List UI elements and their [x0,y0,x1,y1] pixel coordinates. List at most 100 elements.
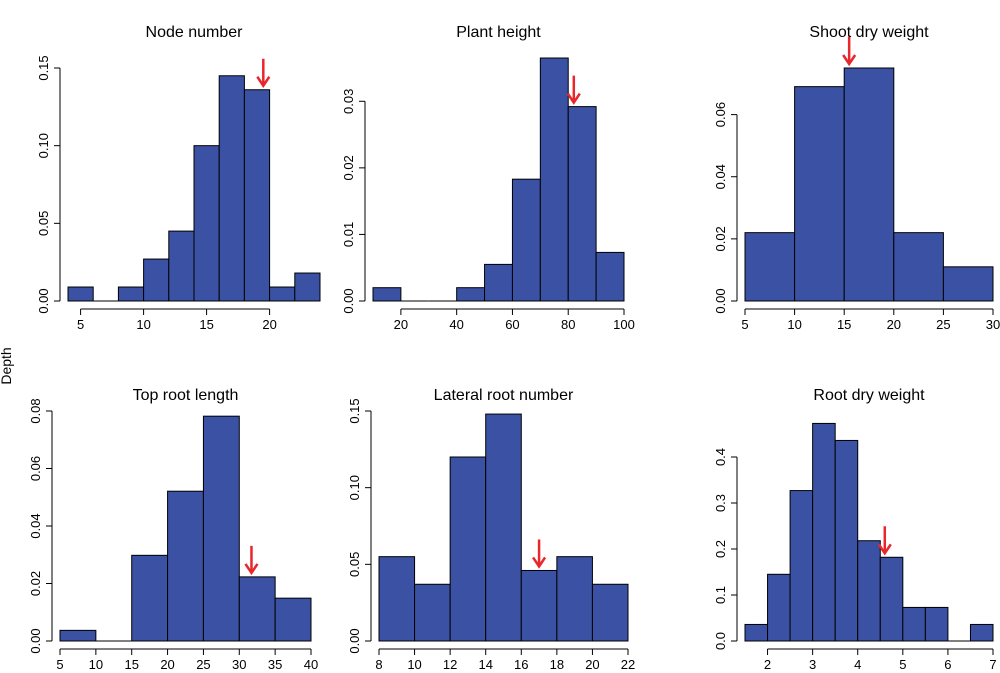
histogram-bar [834,439,859,642]
y-tick-label: 0.05 [347,552,362,577]
histogram-bar [218,75,245,302]
red-arrow-marker [244,545,259,576]
histogram-bar [556,556,593,642]
histogram-bar [893,232,944,302]
histogram-panel: Plant height 20 40 60 80 100 0.00 0.01 0.02 0.03 [341,24,635,332]
y-tick-label: 0.06 [713,102,728,127]
y-tick-label: 0.10 [347,475,362,500]
y-tick-label: 0.03 [341,89,356,114]
x-tick-label: 20 [887,317,901,332]
x-tick-label: 18 [550,657,564,672]
histogram-bar [168,230,195,302]
histogram-bar [143,258,170,302]
red-arrow-marker [842,37,857,67]
histogram-bar [539,57,569,302]
x-tick-label: 6 [944,657,951,672]
x-tick-label: 2 [764,657,771,672]
x-tick-label: 4 [854,657,861,672]
histogram-bar [485,413,522,642]
histogram-bar [591,583,629,642]
y-tick-label: 0.4 [713,448,728,466]
x-tick-label: 3 [809,657,816,672]
y-tick-label: 0.01 [341,222,356,247]
histogram-bar [567,106,597,302]
y-tick-label: 0.02 [28,571,43,596]
y-tick-label: 0.02 [341,155,356,180]
histogram-panel: Root dry weight 2 3 4 5 6 7 0.0 0.1 0.2 0.3 0.4 [713,387,997,672]
histogram-bar [924,606,949,642]
histogram-bar [789,490,814,642]
x-tick-label: 16 [514,657,528,672]
histogram-panel: Lateral root number 8 10 12 14 16 18 20 22 0.00 0.… [347,387,635,672]
histogram-bar [67,286,94,302]
histogram-bar [414,583,451,642]
y-tick-label: 0.2 [713,540,728,558]
x-tick-label: 40 [449,317,463,332]
x-tick-label: 5 [899,657,906,672]
x-tick-label: 25 [196,657,210,672]
arrow-head [566,92,581,105]
chart-title: Node number [146,24,244,41]
y-tick-label: 0.04 [713,164,728,189]
figure-y-axis-label: Depth [0,347,14,384]
x-tick-label: 10 [136,317,150,332]
x-tick-label: 35 [268,657,282,672]
x-tick-label: 80 [561,317,575,332]
chart-title: Plant height [456,24,541,41]
x-tick-label: 14 [478,657,492,672]
x-tick-label: 5 [77,317,84,332]
histogram-bar [167,490,204,642]
histogram-bar [942,266,994,302]
histogram-panel: Shoot dry weight 5 10 15 20 25 30 0.00 0.02 0.04 0… [713,24,1000,332]
x-tick-label: 22 [621,657,635,672]
y-tick-label: 0.1 [713,586,728,604]
red-arrow-marker [532,539,547,569]
histogram-bar [843,67,895,302]
y-tick-label: 0.15 [347,398,362,423]
histogram-bar [294,272,321,302]
histogram-bar [484,263,513,302]
x-tick-label: 12 [443,657,457,672]
y-tick-label: 0.00 [347,628,362,653]
arrow-head [532,556,547,569]
red-arrow-marker [877,526,892,556]
histogram-bar [879,556,904,642]
arrow-head [877,543,892,556]
histogram-bar [744,232,796,302]
x-tick-label: 5 [741,317,748,332]
x-tick-label: 20 [160,657,174,672]
x-tick-label: 10 [407,657,421,672]
chart-title: Root dry weight [813,387,925,404]
histogram-bar [238,576,276,642]
histogram-bar [59,629,97,642]
histogram-bar [520,569,558,642]
histogram-panel: Top root length 5 10 15 20 25 30 35 40 0.00 0.02 0.… [28,387,318,672]
y-tick-label: 0.00 [36,288,51,313]
y-tick-label: 0.02 [713,226,728,251]
y-tick-label: 0.00 [28,628,43,653]
histogram-bar [269,286,296,302]
y-tick-label: 0.10 [36,133,51,158]
histogram-bar [794,86,845,302]
histogram-bar [456,287,486,302]
histogram-bar [202,415,240,642]
y-tick-label: 0.3 [713,494,728,512]
x-tick-label: 8 [375,657,382,672]
histogram-bar [969,623,994,642]
x-tick-label: 100 [613,317,635,332]
histogram-bar [857,540,881,642]
histogram-bar [193,145,220,302]
histogram-bar [767,573,791,642]
x-tick-label: 20 [394,317,408,332]
y-tick-label: 0.15 [36,55,51,80]
y-tick-label: 0.04 [28,513,43,538]
x-tick-label: 10 [787,317,801,332]
arrow-head [244,563,259,576]
x-tick-label: 10 [89,657,103,672]
histogram-panel: Node number 5 10 15 20 0.00 0.05 0.10 0.15 [36,24,321,332]
arrow-head [842,54,857,67]
x-tick-label: 25 [936,317,950,332]
x-tick-label: 30 [986,317,1000,332]
histogram-bar [812,422,836,642]
